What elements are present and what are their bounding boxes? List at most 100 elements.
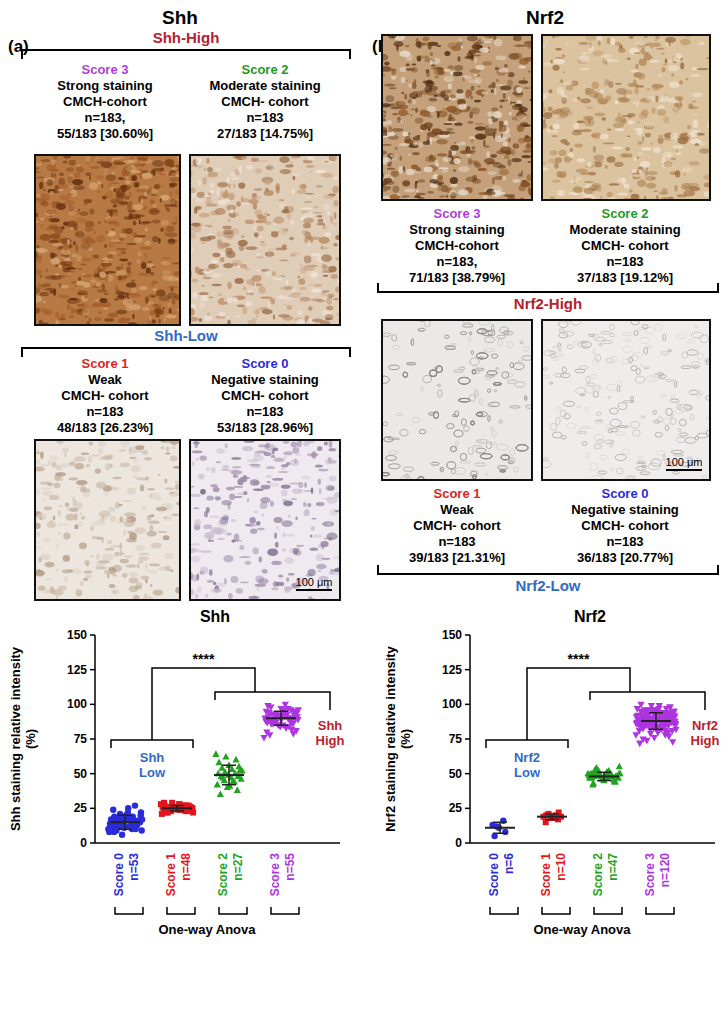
ihc-texture bbox=[172, 514, 180, 516]
ihc-texture bbox=[474, 100, 481, 103]
ihc-texture bbox=[150, 545, 154, 550]
ihc-texture bbox=[105, 216, 108, 221]
ihc-texture bbox=[250, 529, 257, 534]
ihc-texture bbox=[128, 186, 132, 189]
ihc-texture bbox=[265, 187, 269, 191]
ihc-texture bbox=[164, 479, 167, 484]
ihc-texture bbox=[124, 520, 135, 527]
ihc-texture bbox=[267, 549, 278, 557]
ihc-texture bbox=[265, 180, 272, 185]
ihc-texture bbox=[196, 458, 200, 462]
ihc-texture bbox=[236, 475, 238, 478]
ihc-texture bbox=[70, 301, 80, 304]
ihc-texture bbox=[131, 175, 136, 181]
ihc-texture bbox=[635, 64, 638, 69]
ihc-texture bbox=[412, 82, 417, 89]
ihc-texture bbox=[69, 477, 79, 480]
image-frame bbox=[190, 440, 340, 600]
ihc-texture bbox=[111, 589, 120, 594]
ihc-texture bbox=[259, 286, 266, 293]
ihc-background bbox=[35, 155, 180, 325]
ihc-texture bbox=[96, 175, 105, 179]
ihc-texture bbox=[283, 456, 287, 458]
ihc-texture bbox=[97, 181, 101, 184]
ihc-texture bbox=[322, 521, 334, 527]
ihc-texture bbox=[208, 264, 219, 269]
ihc-texture bbox=[64, 200, 75, 205]
ihc-texture bbox=[404, 94, 407, 100]
ihc-texture bbox=[317, 446, 322, 451]
ihc-texture bbox=[239, 556, 251, 558]
ihc-texture bbox=[71, 308, 74, 314]
ihc-texture bbox=[150, 493, 152, 499]
ihc-texture bbox=[512, 179, 520, 183]
ihc-texture bbox=[127, 262, 132, 266]
ihc-texture bbox=[412, 99, 416, 104]
ihc-texture bbox=[486, 163, 490, 165]
image-frame bbox=[35, 155, 180, 325]
ihc-texture bbox=[454, 65, 463, 71]
ihc-texture bbox=[195, 267, 200, 274]
ihc-texture bbox=[454, 158, 461, 164]
ihc-texture bbox=[432, 128, 441, 133]
ihc-texture bbox=[148, 294, 157, 297]
ihc-texture bbox=[262, 513, 264, 517]
ihc-texture bbox=[260, 244, 267, 246]
ihc-texture bbox=[167, 286, 178, 288]
ihc-texture bbox=[73, 241, 76, 245]
ihc-image bbox=[382, 35, 532, 200]
ihc-texture bbox=[284, 206, 288, 212]
ihc-texture bbox=[313, 534, 322, 538]
ihc-texture bbox=[264, 190, 274, 196]
ihc-texture bbox=[167, 293, 176, 299]
ihc-texture bbox=[166, 208, 170, 212]
ihc-texture bbox=[35, 570, 45, 576]
ihc-texture bbox=[520, 182, 530, 188]
ihc-texture bbox=[305, 193, 314, 195]
ihc-texture bbox=[147, 488, 154, 490]
ihc-texture bbox=[36, 163, 42, 166]
ihc-texture bbox=[523, 150, 532, 153]
ihc-texture bbox=[286, 280, 288, 286]
ihc-texture bbox=[444, 94, 449, 101]
ihc-texture bbox=[107, 254, 113, 259]
ihc-texture bbox=[286, 577, 289, 582]
ihc-texture bbox=[41, 487, 52, 490]
ihc-texture bbox=[504, 155, 510, 159]
ihc-texture bbox=[304, 509, 310, 516]
ihc-texture bbox=[208, 540, 214, 543]
ihc-texture bbox=[421, 130, 423, 132]
ihc-texture bbox=[276, 527, 279, 530]
ihc-texture bbox=[498, 68, 508, 72]
ihc-texture bbox=[170, 492, 174, 494]
ihc-texture bbox=[109, 231, 115, 236]
ihc-texture bbox=[440, 131, 451, 134]
ihc-texture bbox=[392, 128, 403, 132]
ihc-texture bbox=[115, 291, 123, 296]
ihc-texture bbox=[273, 314, 275, 319]
ihc-texture bbox=[41, 159, 51, 162]
ihc-texture bbox=[40, 292, 49, 296]
ihc-texture bbox=[260, 241, 266, 243]
ihc-texture bbox=[400, 156, 402, 161]
ihc-texture bbox=[436, 139, 448, 145]
ihc-texture bbox=[406, 64, 410, 67]
ihc-texture bbox=[110, 182, 119, 184]
ihc-texture bbox=[255, 576, 264, 583]
ihc-texture bbox=[48, 218, 52, 222]
ihc-texture bbox=[173, 466, 180, 469]
ihc-texture bbox=[479, 47, 489, 52]
ihc-texture bbox=[156, 507, 167, 512]
ihc-texture bbox=[163, 307, 165, 310]
ihc-texture bbox=[37, 176, 45, 178]
ihc-texture bbox=[122, 500, 132, 502]
ihc-texture bbox=[104, 169, 106, 176]
ihc-texture bbox=[471, 85, 475, 90]
ihc-texture bbox=[204, 193, 211, 197]
ihc-texture bbox=[306, 197, 311, 199]
ihc-texture bbox=[594, 113, 605, 117]
ihc-texture bbox=[297, 276, 300, 279]
ihc-texture bbox=[518, 108, 526, 111]
ihc-texture bbox=[164, 159, 174, 166]
ihc-texture bbox=[129, 293, 141, 298]
